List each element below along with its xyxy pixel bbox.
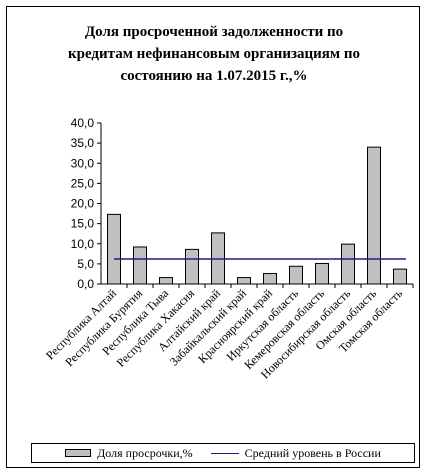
y-tick-label: 10,0: [71, 237, 95, 251]
bar: [263, 273, 277, 285]
bar: [237, 277, 251, 285]
bar: [341, 243, 355, 285]
y-tick-label: 20,0: [71, 197, 95, 211]
bar: [289, 265, 303, 285]
y-tick-label: 25,0: [71, 176, 95, 190]
bar: [315, 262, 329, 285]
legend-bar-swatch: [65, 449, 92, 457]
y-tick-label: 30,0: [71, 156, 95, 170]
chart-title-line-1: Доля просроченной задолженности по: [84, 24, 344, 40]
bar: [367, 146, 381, 285]
bar: [159, 277, 173, 285]
legend-reference-label: Средний уровень в России: [244, 445, 381, 460]
chart-frame: Доля просроченной задолженности по креди…: [6, 6, 420, 468]
y-tick-label: 15,0: [71, 217, 95, 231]
y-tick-label: 0,0: [77, 277, 94, 291]
y-tick-label: 40,0: [71, 116, 95, 130]
chart-plot: 0,05,010,015,020,025,030,035,040,0Респуб…: [43, 116, 414, 382]
bar: [185, 248, 199, 285]
chart-title-line-3: состоянию на 1.07.2015 г.,%: [120, 68, 308, 84]
chart-title: Доля просроченной задолженности по креди…: [7, 21, 421, 87]
bar: [107, 213, 121, 285]
y-tick-label: 35,0: [71, 136, 95, 150]
bar: [133, 246, 147, 285]
legend-line-swatch: [210, 452, 239, 454]
chart-title-line-2: кредитам нефинансовым организациям по: [67, 46, 361, 62]
y-tick-label: 5,0: [77, 257, 94, 271]
bar: [393, 268, 407, 285]
legend-series-label: Доля просрочки,%: [97, 445, 193, 460]
chart-legend: Доля просрочки,% Средний уровень в Росси…: [31, 443, 415, 463]
